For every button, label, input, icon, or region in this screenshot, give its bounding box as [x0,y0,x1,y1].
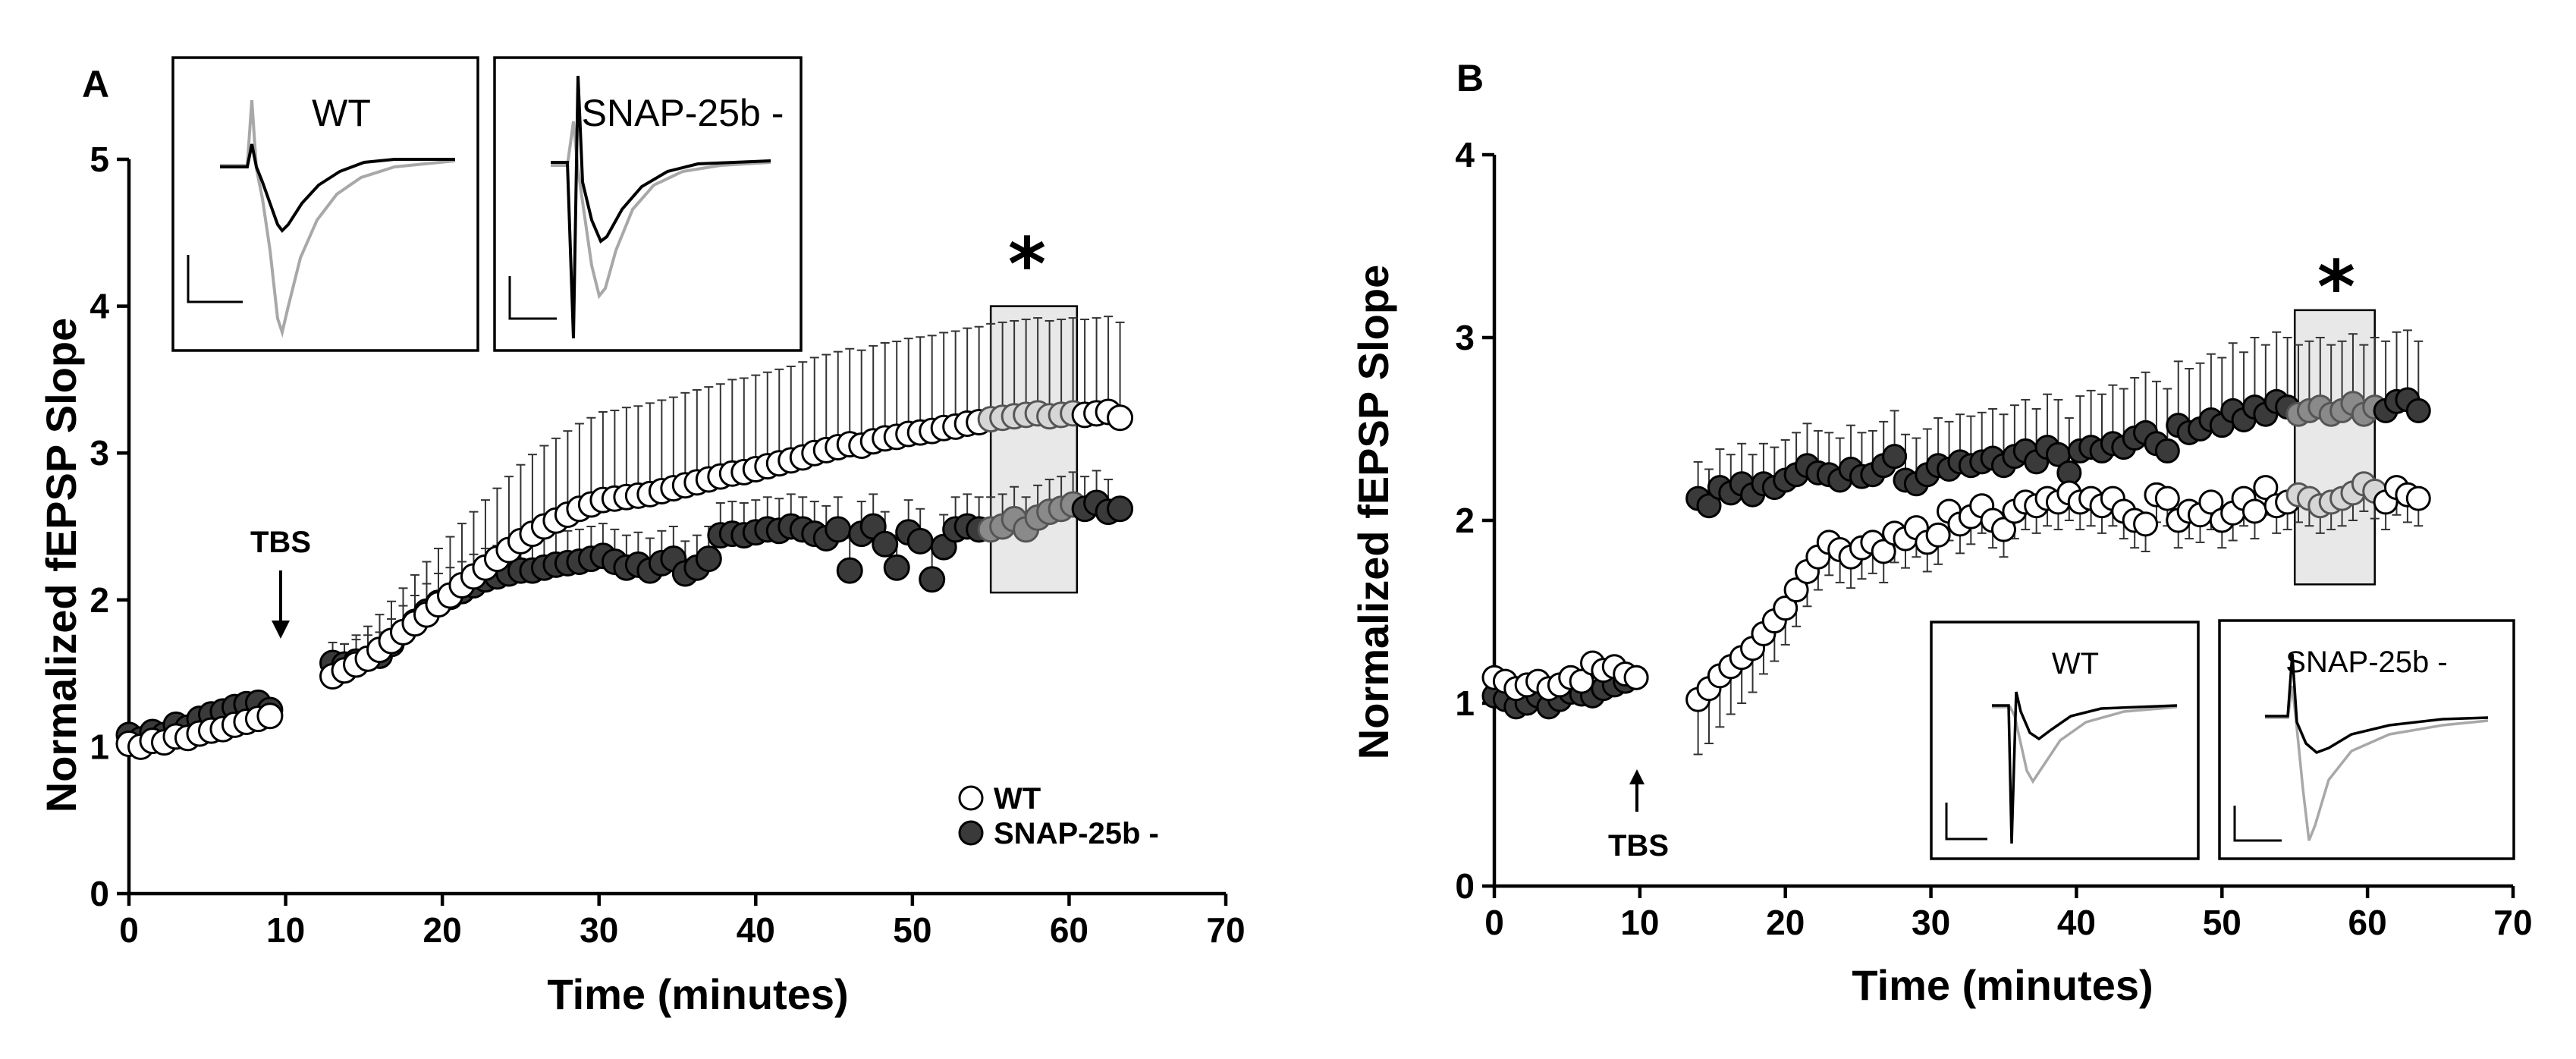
wt-data-point [2198,489,2224,515]
panel-a-y-tick-label: 0 [90,874,109,913]
panel-b-x-tick-label: 20 [1766,903,1805,942]
panel-a-inset-mut-label: SNAP-25b - [582,92,784,134]
panel-a-y-tick-label: 5 [90,140,109,179]
panel-a-significance-star: * [1008,222,1046,307]
inset-trace-gray [2265,685,2489,841]
panel-b-x-tick-label: 40 [2057,903,2096,942]
wt-data-point [1991,517,2016,542]
panel-b-plot-area: 0 10 20 30 40 50 60 70 0 1 2 3 4 [1455,135,2532,942]
snap25b-data-point [1107,495,1134,523]
panel-a-x-tick-label: 70 [1206,910,1245,950]
legend-wt-label: WT [994,782,1041,815]
panel-a-x-tick-label: 20 [423,910,462,950]
legend-mut-marker [958,820,984,846]
snap25b-data-point [883,554,910,581]
snap25b-data-point [2154,438,2180,464]
wt-data-point [1623,665,1649,690]
panel-b-inset-wt: WT [1930,621,2200,860]
panel-b-y-tick-label: 3 [1455,318,1475,357]
wt-data-point [1783,577,1809,603]
panel-a-x-tick-label: 40 [737,910,775,950]
panel-a-legend: WT SNAP-25b - [958,782,1159,850]
wt-data-point [1871,539,1896,564]
panel-a-x-axis-title: Time (minutes) [547,970,848,1018]
legend-mut-label: SNAP-25b - [994,817,1159,850]
panel-a-x-tick-label: 50 [893,910,931,950]
snap25b-data-point [872,530,899,558]
inset-trace-black [220,143,455,234]
panel-a-y-tick-label: 1 [90,727,109,766]
inset-trace-gray [551,121,771,300]
inset-scale-bar [1945,803,1987,841]
panel-b-x-tick-label: 10 [1620,903,1659,942]
panel-a-y-tick-label: 2 [90,580,109,620]
inset-trace-gray [220,99,456,338]
snap25b-data-point [836,557,863,584]
inset-trace-gray [1992,705,2178,784]
snap25b-data-point [2405,398,2431,423]
panel-a: A 0 10 20 30 40 50 60 70 0 1 2 3 4 5 Normalized fEPSP… [37,56,1246,1018]
panel-b-significance-star: * [2317,245,2355,330]
panel-a-tbs-label: TBS [250,526,311,559]
panel-a-y-tick-label: 3 [90,433,109,473]
panel-b-y-tick-label: 0 [1455,866,1475,906]
panel-a-y-tick-label: 4 [90,287,109,326]
panel-b-inset-mut: SNAP-25b - [2218,619,2515,860]
wt-data-point [2405,486,2431,511]
snap25b-data-point [695,545,722,573]
wt-data-point [1107,404,1134,432]
inset-trace-black [1992,691,2178,844]
panel-b-x-axis-title: Time (minutes) [1852,961,2153,1009]
panel-a-tbs-arrow [272,570,290,639]
inset-scale-bar [508,276,557,320]
inset-scale-bar [187,255,243,303]
panel-b-y-tick-label: 2 [1455,501,1475,540]
panel-b-inset-wt-label: WT [2052,647,2099,680]
panel-a-shaded-window [989,305,1079,594]
wt-data-point [2154,486,2180,511]
panel-b-x-tick-label: 0 [1484,903,1504,942]
wt-data-point [1569,668,1594,694]
panel-a-y-axis-title: Normalized fEPSP Slope [37,318,85,812]
legend-wt-marker [958,785,984,811]
snap25b-data-point [1696,493,1722,519]
panel-b-y-axis-title: Normalized fEPSP Slope [1349,265,1397,759]
panel-a-letter: A [82,63,109,105]
panel-a-inset-wt: WT [171,56,479,352]
snap25b-data-point [919,566,946,593]
snap25b-data-point [825,516,852,543]
snap25b-data-point [906,527,934,555]
panel-b-tbs-label: TBS [1608,829,1669,863]
panel-b-shaded-window [2293,309,2376,586]
panel-b-x-tick-label: 60 [2348,903,2387,942]
snap25b-data-point [1882,444,1908,470]
inset-trace-black [2265,653,2489,755]
inset-scale-bar [2233,806,2282,842]
panel-b-y-tick-label: 1 [1455,683,1475,723]
panel-a-plot-area: 0 10 20 30 40 50 60 70 0 1 2 3 4 5 [90,140,1245,950]
inset-trace-black [551,75,771,339]
panel-a-x-tick-label: 30 [580,910,618,950]
wt-data-point [2133,511,2159,537]
panel-b-x-tick-label: 50 [2203,903,2241,942]
panel-b-y-tick-label: 4 [1455,135,1475,174]
panel-a-x-tick-label: 10 [266,910,305,950]
panel-b-x-tick-label: 70 [2493,903,2532,942]
panel-b-tbs-arrow [1629,769,1645,812]
wt-data-point [2253,475,2279,501]
panel-a-x-tick-label: 60 [1050,910,1089,950]
wt-data-point [1773,595,1798,621]
wt-data-point [1925,522,1951,548]
wt-data-point [256,702,284,730]
panel-b-inset-mut-label: SNAP-25b - [2285,646,2447,679]
panel-a-inset-wt-label: WT [312,92,371,134]
panel-b-x-tick-label: 30 [1912,903,1950,942]
wt-data-point [2241,498,2267,524]
panel-b-letter: B [1456,57,1484,99]
panel-b: B 0 10 20 30 40 50 60 70 0 1 2 3 4 Normalized fEPSP … [1349,57,2533,1009]
panel-a-x-tick-label: 0 [119,910,139,950]
panel-a-inset-mut: SNAP-25b - [493,56,803,352]
